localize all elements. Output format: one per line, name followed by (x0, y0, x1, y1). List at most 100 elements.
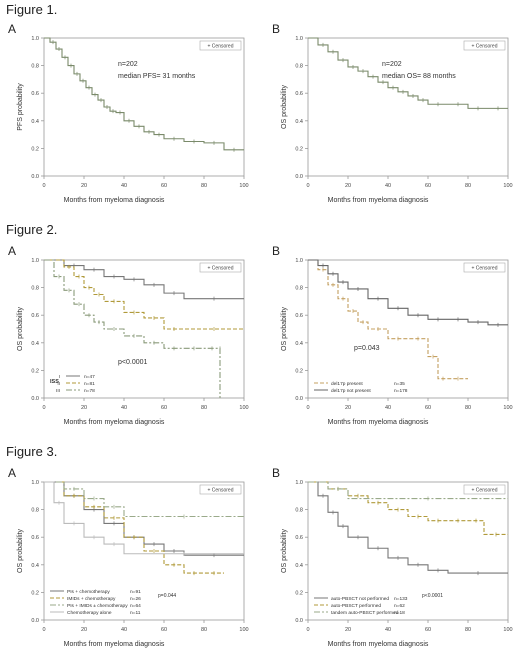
censored-legend: + Censored (199, 484, 242, 495)
y-tick-label: 0.0 (295, 396, 303, 402)
y-tick-label: 0.8 (295, 64, 303, 70)
y-tick-label: 0.2 (295, 590, 303, 596)
legend-series-count: n=64 (130, 603, 141, 609)
x-tick-label: 20 (345, 627, 351, 633)
legend-series-count: n=62 (394, 603, 405, 609)
survival-curve (308, 259, 508, 326)
panel-label: B (272, 244, 281, 258)
panel-label: B (272, 22, 281, 36)
y-tick-label: 0.8 (31, 286, 39, 292)
annotation-text: p<0.0001 (422, 593, 443, 599)
annotation-text: median OS= 88 months (382, 73, 456, 80)
y-tick-label: 1.0 (295, 258, 303, 264)
panel-label: A (8, 466, 17, 480)
x-tick-label: 80 (465, 183, 471, 189)
legend-series-count: n=133 (394, 596, 408, 602)
y-tick-label: 0.0 (295, 618, 303, 624)
survival-curve (44, 259, 244, 330)
legend-series-count: n=81 (84, 381, 95, 387)
y-axis-label: PFS probability (17, 83, 24, 131)
y-tick-label: 0.8 (31, 508, 39, 514)
x-tick-label: 60 (161, 183, 167, 189)
y-axis-label: OS probability (281, 85, 288, 129)
x-tick-label: 100 (239, 627, 248, 633)
km-chart-fig1-a: 0 20 40 60 80 100 0.0 0.2 0.4 0.6 0.8 1.0 Months fro… (17, 36, 249, 204)
legend-series-count: n=11 (130, 610, 141, 616)
y-tick-label: 0.8 (295, 286, 303, 292)
x-tick-label: 80 (465, 405, 471, 411)
x-tick-label: 20 (345, 183, 351, 189)
y-tick-label: 0.2 (295, 368, 303, 374)
legend-group-label: ISS (50, 379, 59, 385)
y-tick-label: 0.8 (31, 64, 39, 70)
legend-series-count: n=18 (394, 610, 405, 616)
y-tick-label: 0.6 (31, 535, 39, 541)
x-tick-label: 20 (81, 405, 87, 411)
annotation-text: n=202 (118, 61, 138, 68)
x-tick-label: 20 (81, 627, 87, 633)
y-tick-label: 0.0 (31, 174, 39, 180)
x-axis-label: Months from myeloma diagnosis (64, 197, 165, 204)
plot-frame (43, 481, 245, 621)
x-tick-label: 100 (503, 627, 512, 633)
survival-curve (44, 481, 244, 555)
y-tick-label: 0.6 (295, 313, 303, 319)
chart-panel-fig1-b: B 0 20 40 60 80 100 0.0 0.2 0.4 0.6 0.8 1.0 Months f… (272, 22, 520, 212)
legend-series-count: n=78 (84, 388, 95, 394)
y-tick-label: 0.0 (295, 174, 303, 180)
legend-box (199, 262, 242, 273)
x-tick-label: 40 (385, 627, 391, 633)
legend-box (463, 40, 506, 51)
x-tick-label: 60 (425, 627, 431, 633)
x-tick-label: 80 (465, 627, 471, 633)
km-chart-fig1-b: 0 20 40 60 80 100 0.0 0.2 0.4 0.6 0.8 1.0 Months fro… (281, 36, 513, 204)
y-tick-label: 0.4 (295, 563, 303, 569)
chart-panel-fig2-b: B 0 20 40 60 80 100 0.0 0.2 0.4 0.6 0.8 1.0 Months f… (272, 244, 520, 434)
legend-series-count: n=91 (130, 589, 141, 595)
chart-panel-fig3-a: A 0 20 40 60 80 100 0.0 0.2 0.4 0.6 0.8 1.0 Months f… (8, 466, 258, 656)
y-axis-label: OS probability (281, 307, 288, 351)
x-tick-label: 100 (503, 183, 512, 189)
legend-box (463, 484, 506, 495)
y-tick-label: 0.6 (295, 91, 303, 97)
panel-label: A (8, 22, 17, 36)
plot-frame (43, 37, 245, 177)
km-chart-fig2-b: 0 20 40 60 80 100 0.0 0.2 0.4 0.6 0.8 1.0 Months fro… (281, 258, 513, 426)
x-tick-label: 0 (42, 627, 45, 633)
annotation-text: p=0.044 (158, 593, 176, 599)
y-axis-label: OS probability (17, 307, 24, 351)
plot-frame (307, 481, 509, 621)
x-tick-label: 40 (121, 183, 127, 189)
x-axis-label: Months from myeloma diagnosis (328, 197, 429, 204)
y-tick-label: 0.4 (31, 563, 39, 569)
legend-series-count: n=35 (394, 381, 405, 387)
legend-series-name: I (59, 374, 60, 380)
x-tick-label: 40 (385, 183, 391, 189)
x-tick-label: 80 (201, 183, 207, 189)
legend-series-name: II (57, 381, 60, 387)
y-tick-label: 1.0 (31, 36, 39, 42)
x-tick-label: 20 (81, 183, 87, 189)
x-tick-label: 20 (345, 405, 351, 411)
legend-entry: + Censored (472, 44, 498, 50)
y-tick-label: 0.0 (31, 618, 39, 624)
x-tick-label: 100 (239, 405, 248, 411)
legend-entry: + Censored (208, 44, 234, 50)
figure-2-title: Figure 2. (6, 222, 58, 237)
survival-curve (44, 481, 224, 574)
y-tick-label: 0.4 (295, 341, 303, 347)
x-tick-label: 80 (201, 405, 207, 411)
annotation-text: p<0.0001 (118, 359, 147, 366)
x-tick-label: 0 (306, 405, 309, 411)
y-tick-label: 0.2 (295, 146, 303, 152)
legend-entry: + Censored (208, 266, 234, 272)
censored-legend: + Censored (463, 262, 506, 273)
legend-series-name: PIs + chemotherapy (67, 589, 110, 595)
y-tick-label: 1.0 (31, 258, 39, 264)
y-tick-label: 0.2 (31, 368, 39, 374)
legend-box (463, 262, 506, 273)
y-tick-label: 0.2 (31, 146, 39, 152)
chart-panel-fig3-b: B 0 20 40 60 80 100 0.0 0.2 0.4 0.6 0.8 1.0 Months f… (272, 466, 520, 656)
x-axis-label: Months from myeloma diagnosis (328, 641, 429, 648)
legend-series-name: Chemotherapy alone (67, 610, 112, 616)
